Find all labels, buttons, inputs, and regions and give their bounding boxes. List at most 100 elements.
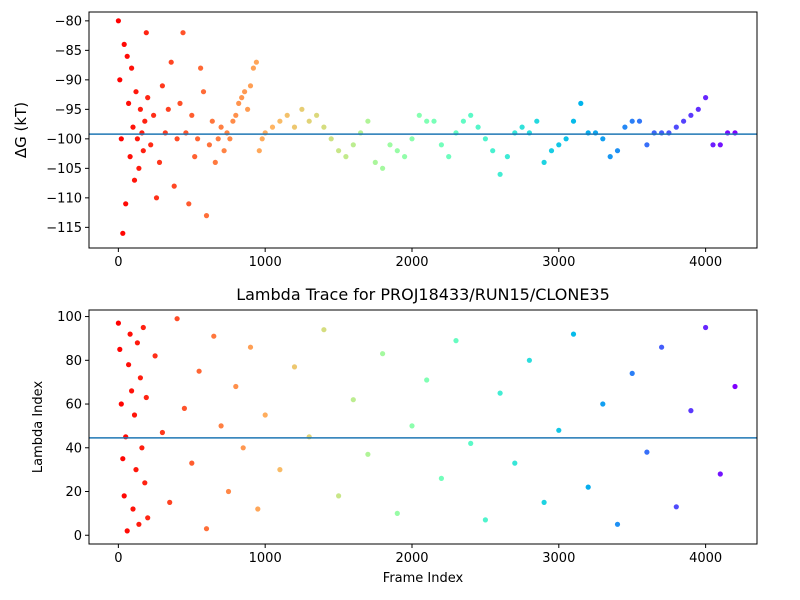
data-point	[148, 142, 154, 148]
data-point	[127, 154, 133, 160]
data-point	[195, 136, 201, 142]
x-tick-label: 0	[114, 255, 122, 270]
data-point	[117, 77, 123, 83]
data-point	[171, 183, 177, 189]
data-point	[221, 148, 227, 154]
delta-g-x-ticks: 0 1000 2000 3000 4000	[114, 248, 722, 270]
lambda-points	[115, 316, 738, 534]
data-point	[570, 118, 577, 124]
data-point	[424, 118, 430, 124]
data-point	[189, 112, 195, 118]
data-point	[394, 148, 400, 154]
data-point	[124, 528, 130, 534]
data-point	[136, 165, 142, 171]
data-point	[218, 423, 224, 429]
data-point	[227, 136, 233, 142]
data-point	[526, 357, 533, 363]
x-tick-label: 2000	[395, 255, 428, 270]
data-point	[629, 118, 635, 124]
data-point	[126, 362, 132, 368]
data-point	[142, 480, 148, 486]
data-point	[703, 324, 709, 331]
data-point	[198, 65, 204, 71]
data-point	[644, 142, 650, 148]
delta-g-points	[115, 18, 738, 236]
data-point	[291, 364, 298, 370]
y-tick-label: −95	[55, 103, 82, 118]
data-point	[233, 112, 239, 118]
data-point	[416, 112, 422, 118]
data-point	[548, 148, 555, 154]
data-point	[247, 344, 254, 350]
lambda-x-axis-label: Frame Index	[383, 571, 464, 586]
data-point	[242, 89, 248, 95]
data-point	[212, 159, 218, 165]
lambda-y-ticks: 0 20 40 60 80 100	[57, 310, 89, 544]
data-point	[115, 18, 121, 24]
data-point	[159, 429, 165, 436]
data-point	[497, 171, 503, 177]
data-point	[269, 124, 276, 130]
y-tick-label: −110	[46, 191, 82, 206]
x-tick-label: 0	[114, 551, 122, 566]
data-point	[372, 159, 378, 165]
data-point	[174, 316, 180, 322]
data-point	[180, 30, 186, 36]
x-tick-label: 4000	[689, 551, 722, 566]
data-point	[673, 124, 679, 130]
y-tick-label: −85	[55, 44, 82, 59]
data-point	[181, 405, 187, 411]
delta-g-y-axis-label: ΔG (kT)	[12, 102, 30, 158]
data-point	[186, 201, 192, 207]
data-point	[336, 493, 342, 499]
x-tick-label: 3000	[542, 255, 575, 270]
y-tick-label: −90	[55, 73, 82, 88]
x-tick-label: 2000	[395, 551, 428, 566]
delta-g-panel: 0 1000 2000 3000 4000 −80 −85 −90 −95 −100 −105 −1…	[12, 11, 758, 270]
y-tick-label: −100	[46, 132, 82, 147]
data-point	[409, 423, 415, 429]
lambda-panel: Lambda Trace for PROJ18433/RUN15/CLONE35…	[31, 285, 758, 586]
data-point	[497, 390, 503, 396]
data-point	[534, 118, 540, 124]
data-point	[245, 106, 251, 112]
data-point	[115, 320, 121, 326]
data-point	[673, 504, 679, 510]
data-point	[614, 521, 621, 527]
data-point	[218, 124, 224, 130]
data-point	[644, 449, 650, 455]
lambda-chart-title: Lambda Trace for PROJ18433/RUN15/CLONE35	[236, 285, 610, 304]
data-point	[121, 41, 127, 48]
data-point	[438, 475, 444, 481]
data-point	[475, 124, 481, 130]
data-point	[131, 412, 138, 418]
data-point	[717, 142, 723, 148]
data-point	[468, 440, 474, 446]
data-point	[140, 148, 146, 154]
data-point	[240, 445, 246, 451]
data-point	[541, 159, 547, 165]
data-point	[239, 95, 245, 101]
data-point	[350, 142, 356, 148]
data-point	[121, 493, 127, 499]
y-tick-label: −80	[55, 14, 82, 29]
data-point	[717, 471, 723, 477]
data-point	[585, 484, 591, 490]
data-point	[321, 124, 327, 130]
data-point	[277, 467, 283, 473]
data-point	[203, 213, 210, 219]
data-point	[206, 142, 212, 148]
data-point	[145, 515, 151, 521]
data-point	[140, 324, 146, 331]
data-point	[133, 467, 139, 473]
y-tick-label: 20	[65, 485, 82, 500]
data-point	[365, 451, 371, 457]
data-point	[703, 95, 709, 101]
data-point	[504, 154, 510, 160]
data-point	[629, 370, 635, 376]
data-point	[255, 506, 261, 512]
x-tick-label: 4000	[689, 255, 722, 270]
data-point	[659, 344, 665, 350]
data-point	[189, 460, 195, 466]
data-point	[636, 118, 643, 124]
